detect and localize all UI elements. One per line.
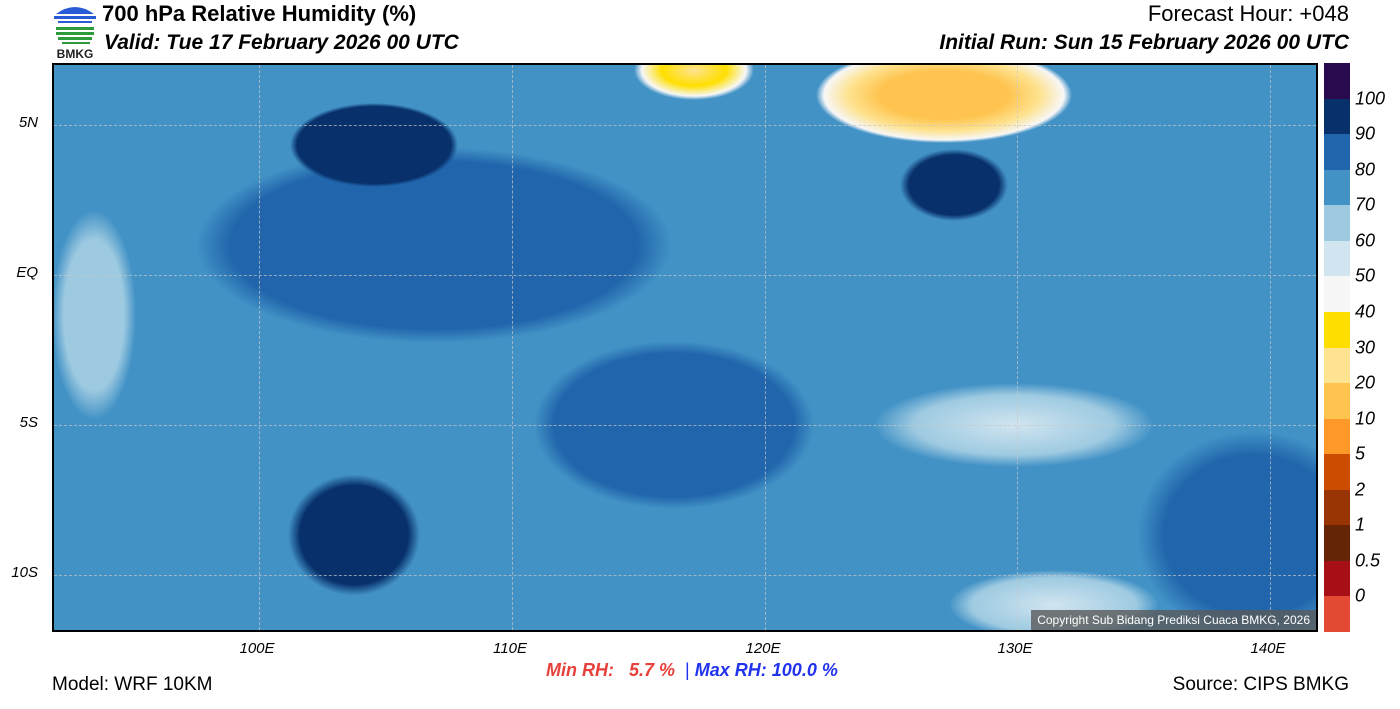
lon-label: 120E bbox=[745, 640, 781, 657]
separator: | bbox=[685, 660, 690, 680]
colorbar-label: 90 bbox=[1355, 123, 1376, 144]
bmkg-logo: BMKG bbox=[50, 2, 100, 61]
colorbar-label: 50 bbox=[1355, 265, 1376, 286]
copyright-notice: Copyright Sub Bidang Prediksi Cuaca BMKG… bbox=[1031, 610, 1316, 630]
colorbar-segment bbox=[1324, 418, 1350, 455]
colorbar-label: 20 bbox=[1355, 372, 1376, 393]
colorbar-label: 2 bbox=[1355, 479, 1366, 500]
colorbar-label: 100 bbox=[1355, 88, 1386, 109]
svg-text:BMKG: BMKG bbox=[57, 47, 94, 60]
colorbar-segment bbox=[1324, 240, 1350, 277]
colorbar-segment bbox=[1324, 525, 1350, 561]
lon-label: 140E bbox=[1250, 640, 1286, 657]
forecast-hour: Forecast Hour: +048 bbox=[1147, 1, 1349, 26]
colorbar-label: 40 bbox=[1355, 301, 1376, 322]
lon-label: 130E bbox=[997, 640, 1033, 657]
colorbar-segment bbox=[1324, 169, 1350, 206]
colorbar-label: 70 bbox=[1355, 194, 1376, 215]
model-label: Model: WRF 10KM bbox=[52, 674, 213, 695]
lon-label: 100E bbox=[239, 640, 275, 657]
colorbar-label: 5 bbox=[1355, 443, 1366, 464]
valid-time: Valid: Tue 17 February 2026 00 UTC bbox=[104, 31, 459, 54]
colorbar-segment bbox=[1324, 596, 1350, 632]
lat-label: 5S bbox=[19, 414, 38, 431]
colorbar-segment bbox=[1324, 98, 1350, 135]
colorbar-segment bbox=[1324, 134, 1350, 170]
lon-label: 110E bbox=[493, 640, 527, 657]
lat-label: 5N bbox=[18, 114, 38, 131]
min-max-rh: Min RH: 5.7 % | Max RH: 100.0 % bbox=[546, 660, 838, 681]
colorbar-segment bbox=[1324, 276, 1350, 312]
colorbar-segment bbox=[1324, 311, 1350, 348]
lat-label: 10S bbox=[11, 564, 38, 581]
colorbar-label: 1 bbox=[1355, 514, 1366, 535]
colorbar-label: 30 bbox=[1355, 337, 1376, 357]
min-rh-label: Min RH: bbox=[546, 660, 614, 680]
colorbar-label: 80 bbox=[1355, 159, 1376, 180]
colorbar-segment bbox=[1324, 347, 1350, 384]
initial-run: Initial Run: Sun 15 February 2026 00 UTC bbox=[939, 31, 1349, 54]
max-rh-value: 100.0 % bbox=[771, 660, 838, 680]
max-rh-label: Max RH: bbox=[694, 660, 767, 680]
colorbar-segment bbox=[1324, 560, 1350, 597]
colorbar-segment bbox=[1324, 205, 1350, 241]
colorbar-label: 0 bbox=[1355, 585, 1366, 606]
source-label: Source: CIPS BMKG bbox=[1172, 674, 1349, 695]
colorbar bbox=[1324, 63, 1350, 632]
colorbar-label: 0.5 bbox=[1355, 550, 1381, 571]
lat-label: EQ bbox=[16, 264, 38, 281]
colorbar-label: 60 bbox=[1355, 230, 1376, 251]
colorbar-segment bbox=[1324, 383, 1350, 419]
min-rh-value: 5.7 % bbox=[629, 660, 676, 680]
colorbar-segment bbox=[1324, 454, 1350, 490]
chart-title: 700 hPa Relative Humidity (%) bbox=[102, 1, 417, 26]
colorbar-segment bbox=[1324, 63, 1350, 99]
colorbar-segment bbox=[1324, 489, 1350, 526]
colorbar-label: 10 bbox=[1355, 408, 1376, 429]
humidity-map: Copyright Sub Bidang Prediksi Cuaca BMKG… bbox=[52, 63, 1318, 632]
